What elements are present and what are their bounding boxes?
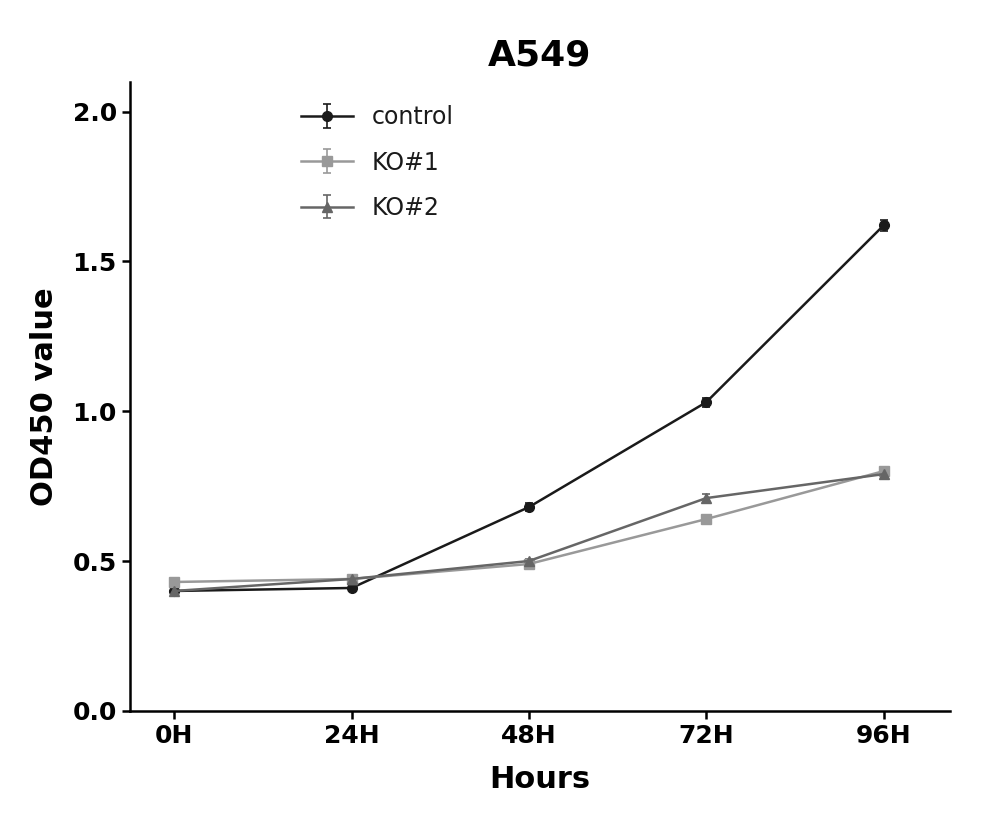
- Title: A549: A549: [488, 38, 592, 72]
- X-axis label: Hours: Hours: [489, 765, 591, 793]
- Legend: control, KO#1, KO#2: control, KO#1, KO#2: [289, 93, 466, 231]
- Y-axis label: OD450 value: OD450 value: [30, 287, 59, 506]
